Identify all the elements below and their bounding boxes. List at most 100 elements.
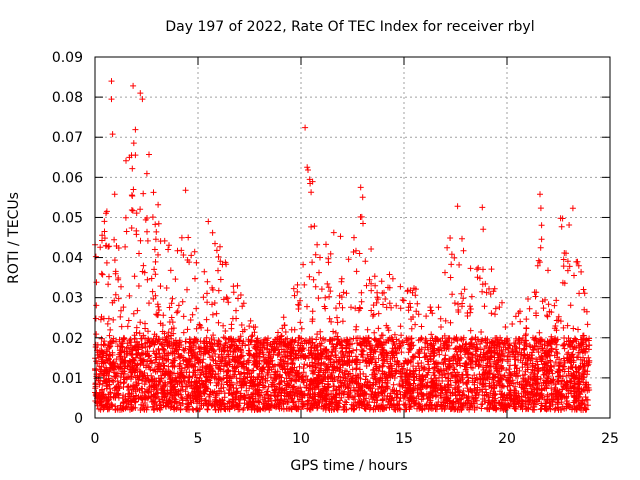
data-point (160, 312, 167, 319)
data-point (391, 331, 398, 338)
data-point (196, 321, 203, 328)
data-point (189, 373, 196, 380)
data-point (110, 316, 117, 323)
data-point (540, 305, 547, 312)
data-point (437, 315, 444, 322)
data-point (166, 242, 172, 249)
data-point (374, 289, 381, 296)
data-point (233, 307, 239, 314)
data-point (309, 308, 316, 315)
data-point (92, 253, 99, 260)
data-point (217, 258, 224, 265)
data-point (564, 258, 571, 265)
data-point (163, 285, 170, 291)
data-point (203, 397, 209, 404)
data-point (117, 313, 124, 320)
data-point (551, 302, 558, 309)
data-point (578, 268, 585, 275)
data-point (440, 361, 447, 368)
data-point (229, 315, 236, 322)
data-point (149, 214, 156, 221)
data-point (137, 237, 144, 244)
data-point (362, 258, 369, 265)
data-point (482, 280, 489, 287)
data-point (170, 330, 177, 337)
data-point (237, 292, 244, 298)
data-point (107, 326, 114, 333)
data-point (358, 289, 365, 296)
data-point (317, 334, 324, 341)
data-point (135, 283, 142, 289)
data-point (215, 253, 222, 260)
data-point (313, 336, 320, 343)
data-point (398, 332, 405, 339)
data-point (156, 307, 162, 314)
data-point (246, 395, 253, 402)
data-point (455, 301, 461, 308)
data-point (297, 384, 304, 391)
data-point (445, 335, 452, 342)
data-point (560, 256, 567, 263)
data-point (317, 254, 323, 261)
data-point (222, 328, 229, 334)
data-point (132, 126, 139, 133)
data-point (310, 368, 317, 375)
data-point (463, 340, 470, 347)
data-point (412, 292, 419, 299)
data-point (462, 360, 469, 366)
data-point (146, 377, 153, 384)
data-point (300, 369, 307, 376)
data-point (209, 229, 216, 236)
data-point (330, 229, 337, 236)
data-point (291, 383, 298, 390)
data-point (334, 319, 341, 326)
data-point (393, 394, 400, 401)
data-point (452, 372, 459, 379)
data-point (98, 335, 105, 342)
data-point (294, 288, 301, 295)
data-point (553, 349, 560, 356)
data-point (275, 329, 281, 336)
data-point (140, 262, 147, 269)
data-point (155, 311, 162, 318)
data-point (526, 305, 533, 312)
data-point (552, 381, 559, 388)
data-point (538, 400, 545, 407)
data-point (584, 321, 591, 328)
data-point (454, 395, 461, 402)
data-point (371, 273, 378, 280)
data-point (280, 314, 287, 321)
data-point (499, 299, 505, 306)
data-point (99, 237, 105, 244)
data-point (176, 338, 183, 345)
data-point (308, 223, 315, 230)
data-point (106, 332, 113, 339)
data-point (564, 322, 571, 329)
data-point (399, 339, 406, 345)
data-point (217, 276, 224, 283)
data-point (140, 190, 147, 197)
data-point (152, 271, 159, 278)
data-point (479, 336, 486, 343)
data-point (462, 360, 468, 367)
data-point (246, 323, 253, 330)
data-point (447, 319, 454, 326)
data-point (397, 283, 404, 290)
data-point (334, 314, 340, 321)
data-point (303, 373, 309, 379)
data-point (397, 323, 404, 330)
data-point (576, 290, 583, 297)
data-point (499, 365, 506, 371)
data-point (161, 330, 168, 337)
data-point (385, 327, 392, 334)
data-point (215, 267, 221, 274)
data-point (178, 365, 185, 372)
data-point (113, 338, 119, 345)
data-point (335, 373, 342, 380)
data-point (191, 248, 198, 255)
data-point (127, 358, 134, 365)
data-point (130, 140, 137, 147)
data-point (111, 236, 118, 243)
data-point (133, 231, 140, 238)
data-point (583, 396, 590, 403)
